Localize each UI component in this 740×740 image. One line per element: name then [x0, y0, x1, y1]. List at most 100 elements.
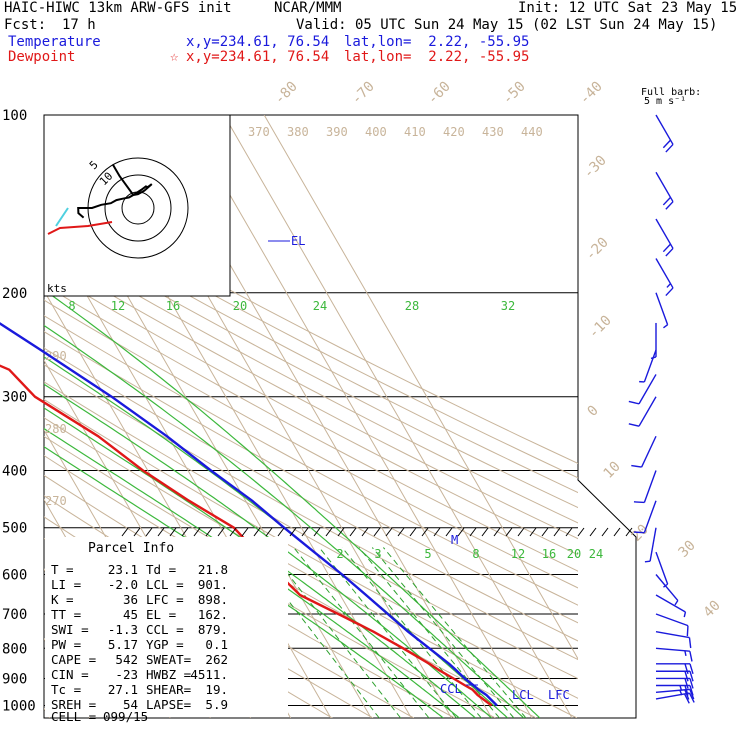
parcel-param-label: LCL =: [146, 577, 184, 592]
parcel-param-value: 45: [123, 607, 138, 622]
wind-barb: [631, 435, 657, 468]
parcel-param-value: -2.0: [108, 577, 138, 592]
dewpoint-legend: Dewpoint: [8, 49, 76, 65]
parcel-param-label: Tc =: [51, 682, 81, 697]
isotherm-tick-label: -60: [425, 79, 454, 108]
valid-time: Valid: 05 UTC Sun 24 May 15 (02 LST Sun …: [296, 17, 718, 33]
wind-barb: [656, 670, 694, 682]
hodograph-mid-level-trace: [55, 207, 69, 227]
hatch-mark: [361, 527, 369, 537]
hatch-mark: [421, 527, 429, 537]
pressure-tick-label: 1000: [2, 698, 36, 714]
mixing-ratio-label: 16: [542, 547, 556, 561]
parcel-info-panel: Parcel Info T = 23.1 Td = 21.8 LI = -2.0 LCL = 9…: [45, 527, 633, 724]
mixing-ratio-label: 2: [336, 547, 343, 561]
pressure-tick-label: 900: [2, 671, 27, 687]
wind-barb: [656, 684, 694, 696]
parcel-param-label: K =: [51, 592, 74, 607]
parcel-param-label: T =: [51, 562, 74, 577]
hatch-mark: [397, 527, 405, 537]
temperature-latlon: lat,lon= 2.22, -55.95: [344, 34, 530, 50]
wind-legend-line2: 5 m s⁻¹: [644, 96, 686, 107]
isotherm-tick-label: 0: [585, 403, 602, 420]
pressure-tick-label: 200: [2, 286, 27, 302]
dry-adiabat-line: [44, 254, 578, 540]
wind-barb: [655, 551, 669, 588]
hodograph-units: kts: [47, 282, 67, 295]
parcel-param-value: 262: [205, 652, 228, 667]
hatch-mark: [301, 527, 309, 537]
mixing-ratio-line: [267, 547, 402, 718]
dry-adiabat-line: [44, 398, 578, 699]
isotherm-tick-label: -80: [272, 79, 301, 108]
temperature-legend: Temperature: [8, 34, 101, 50]
hatch-mark: [181, 527, 189, 537]
dry-adiabat-line: [44, 364, 578, 661]
isotherm-line: [223, 115, 573, 718]
parcel-param-value: 879.: [198, 622, 228, 637]
isotherm-tick-label: 20: [629, 522, 652, 545]
level-annotation-ccl: CCL: [440, 682, 462, 696]
wind-barb: [633, 500, 657, 534]
hatch-mark: [589, 527, 597, 537]
parcel-param-label: SWI =: [51, 622, 89, 637]
mixing-ratio-line: [358, 547, 500, 718]
isotherm-line: [0, 115, 9, 718]
parcel-param-label: CAPE =: [51, 652, 96, 667]
parcel-param-label: LAPSE=: [146, 697, 191, 712]
dry-adiabat-line: [44, 347, 578, 642]
moist-adiabat-line: [44, 407, 476, 718]
theta-label: 280: [45, 422, 67, 436]
dry-adiabat-line: [44, 212, 578, 494]
cell-label: CELL =: [51, 709, 96, 724]
hatch-mark: [493, 527, 501, 537]
init-time: Init: 12 UTC Sat 23 May 15: [518, 0, 738, 16]
dry-adiabat-line: [44, 269, 578, 556]
hatch-mark: [613, 527, 621, 537]
parcel-param-value: 27.1: [108, 682, 138, 697]
hodograph-ring: [104, 174, 172, 242]
hatch-mark: [157, 527, 165, 537]
parcel-param-value: 19.: [205, 682, 228, 697]
moist-adiabat-label: 8: [68, 299, 75, 313]
level-annotation-lfc: LFC: [548, 688, 570, 702]
moist-adiabat-label: 28: [405, 299, 419, 313]
isotherm-tick-label: -50: [500, 79, 529, 108]
level-annotation-lcl: LCL: [512, 688, 534, 702]
parcel-param-label: HWBZ =: [146, 667, 191, 682]
parcel-param-value: 21.8: [198, 562, 228, 577]
parcel-param-value: 5.17: [108, 637, 138, 652]
wind-barb: [655, 171, 674, 210]
dry-adiabat-line: [44, 284, 578, 572]
parcel-info-row: LI = -2.0 LCL = 901.: [51, 577, 228, 592]
moist-adiabat-label: 20: [233, 299, 247, 313]
hatch-mark: [121, 527, 129, 537]
isotherm-tick-label: -40: [577, 79, 606, 108]
wind-barb: [655, 692, 695, 704]
hatch-mark: [337, 527, 345, 537]
hatch-mark: [373, 527, 381, 537]
moist-adiabat-line: [44, 324, 525, 718]
hatch-mark: [481, 527, 489, 537]
parcel-param-value: 5.9: [205, 697, 228, 712]
parcel-info-row: K = 36 LFC = 898.: [51, 592, 228, 607]
theta-label: 420: [443, 125, 465, 139]
theta-label: 390: [326, 125, 348, 139]
dry-adiabat-line: [44, 299, 578, 589]
wind-barb: [628, 374, 657, 405]
moist-adiabat-line: [44, 383, 492, 718]
hatch-mark: [577, 527, 585, 537]
hatch-mark: [289, 527, 297, 537]
moist-adiabat-label: 12: [111, 299, 125, 313]
isotherm-tick-label: 40: [701, 598, 724, 621]
hatch-mark: [505, 527, 513, 537]
mixing-ratio-label: 24: [589, 547, 603, 561]
isotherm-line: [263, 115, 578, 660]
header: HAIC-HIWC 13km ARW-GFS init NCAR/MMM Ini…: [0, 0, 740, 70]
hatch-mark: [385, 527, 393, 537]
mixing-ratio-line: [293, 547, 430, 718]
isotherm-tick-label: 10: [601, 459, 624, 482]
parcel-param-label: SREH =: [51, 697, 96, 712]
cell-value: 099/15: [103, 709, 148, 724]
theta-label: 290: [45, 349, 67, 363]
